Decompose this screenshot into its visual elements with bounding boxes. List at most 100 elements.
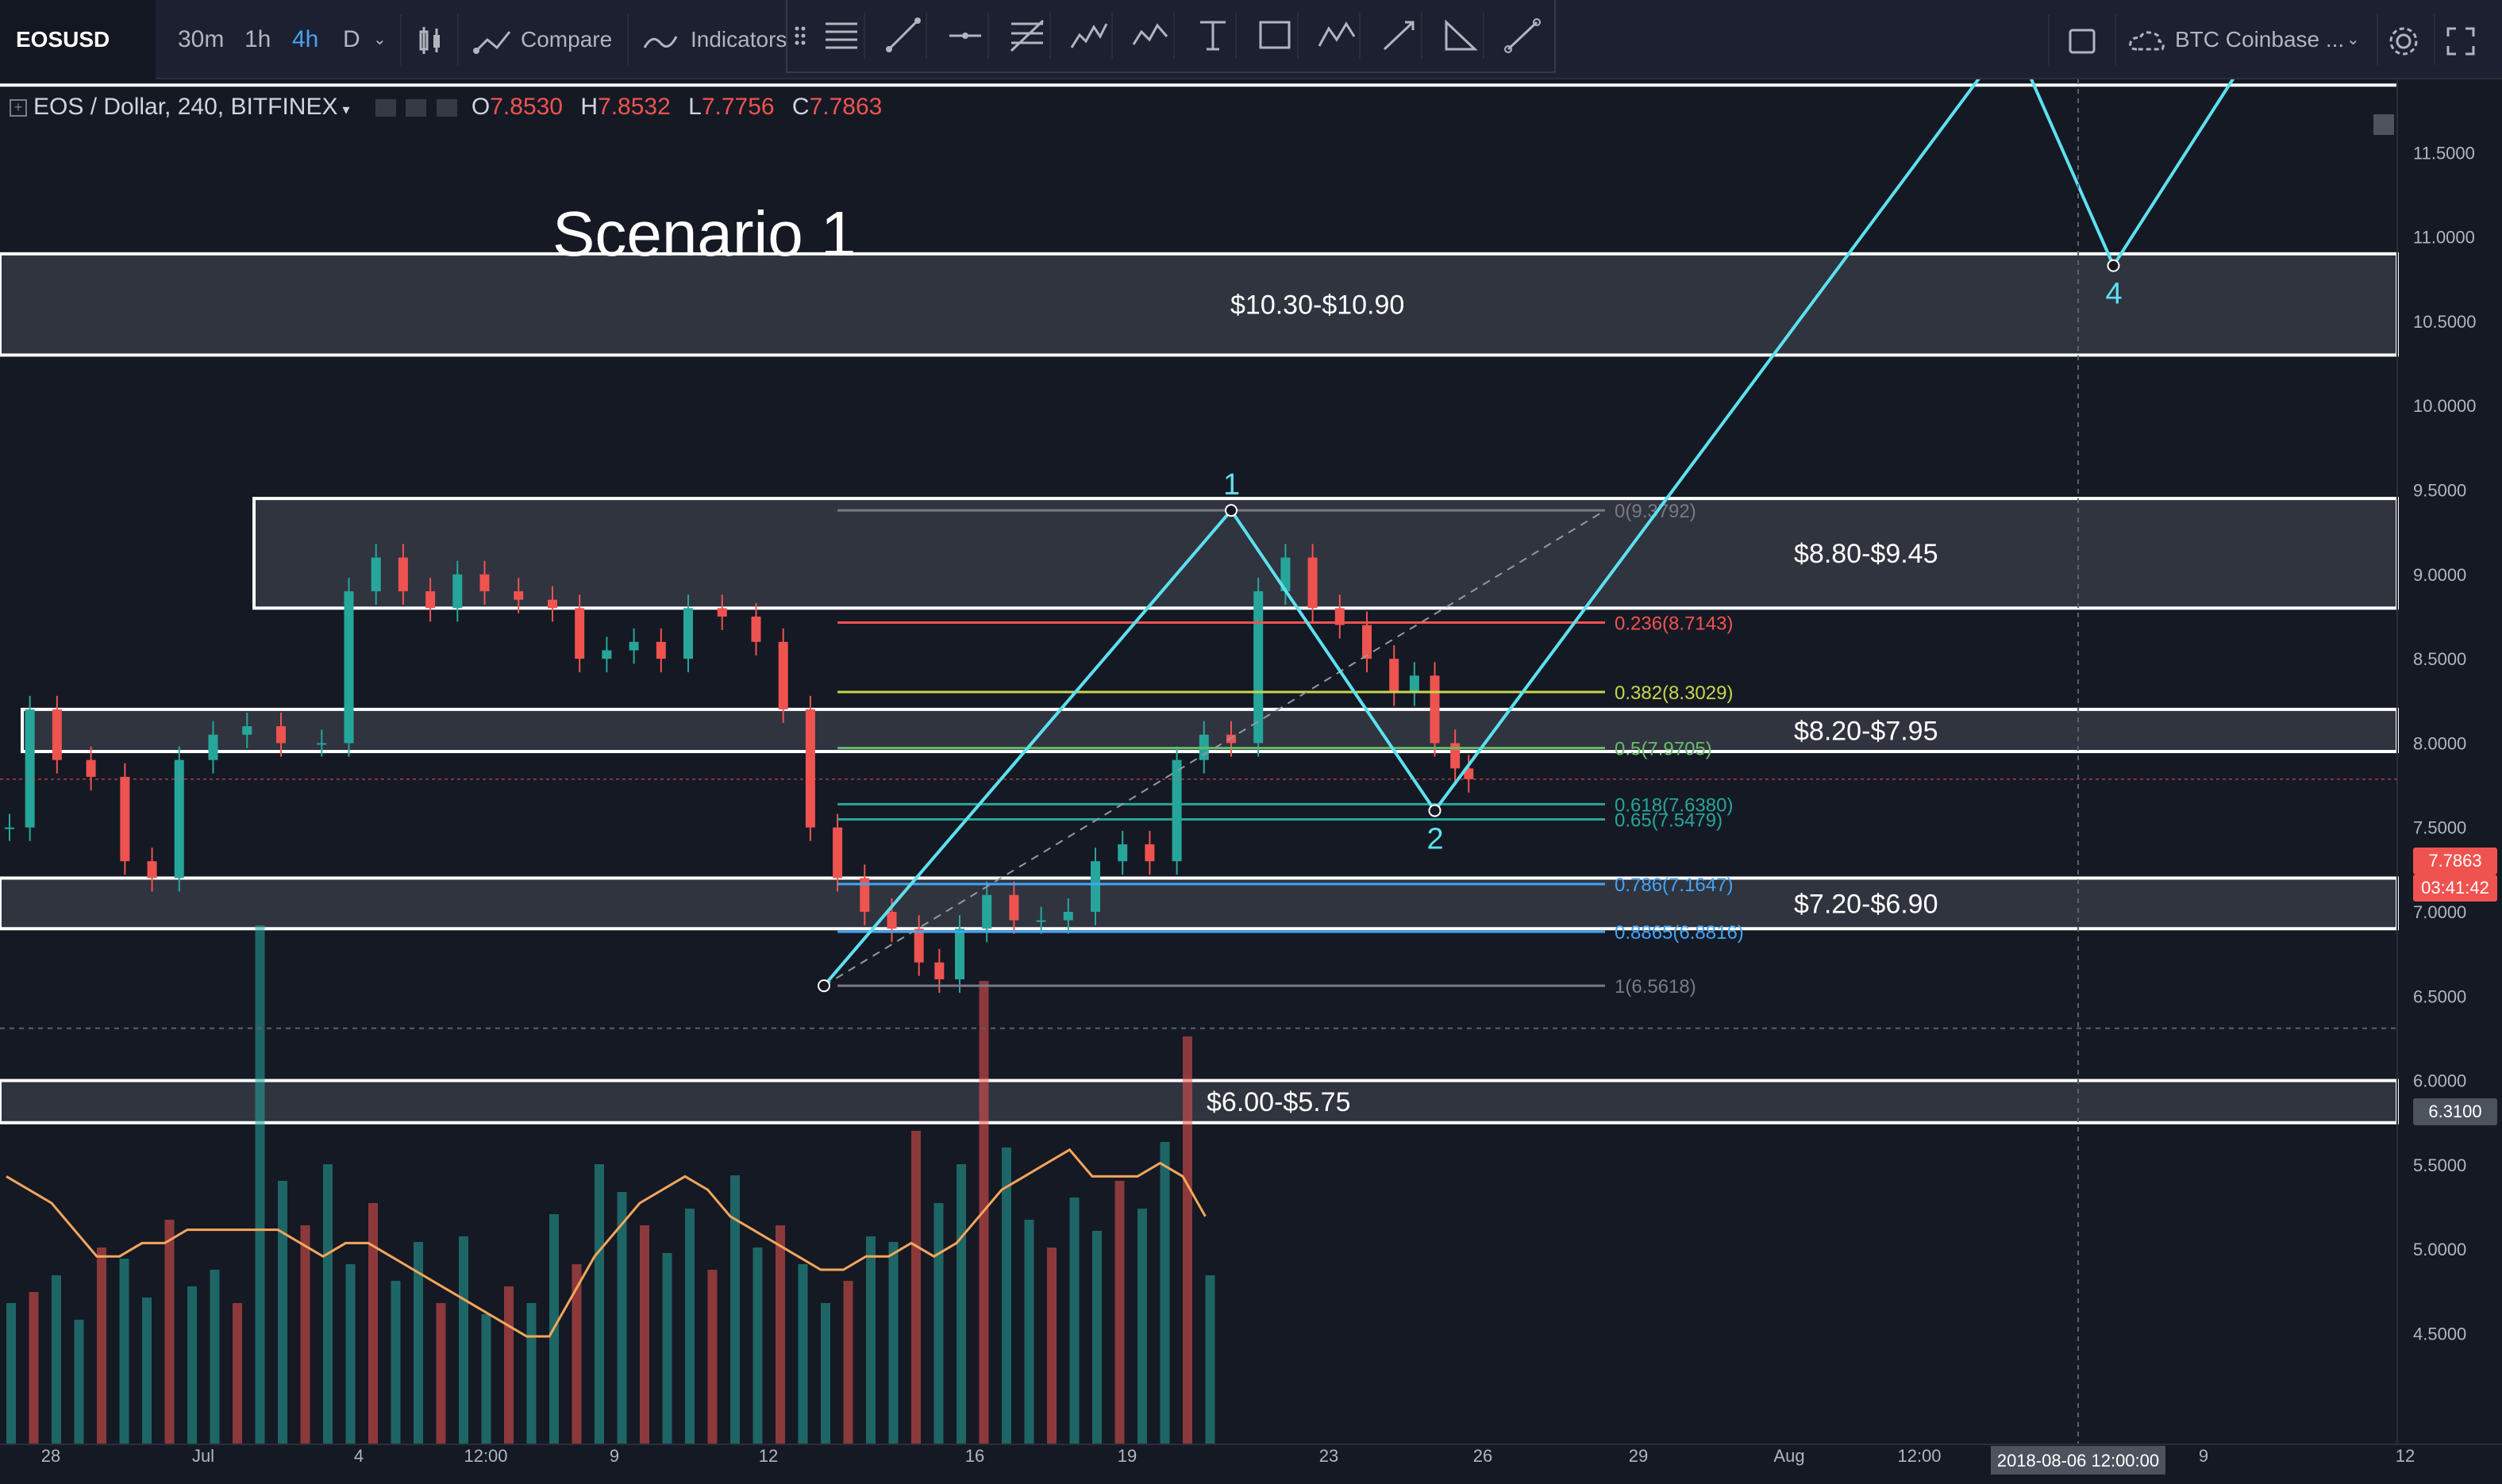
- candle-body: [147, 861, 157, 878]
- wave-label: 4: [2106, 278, 2123, 311]
- symbol-title[interactable]: EOS / Dollar, 240, BITFINEX: [33, 94, 338, 120]
- volume-bar: [821, 1303, 830, 1470]
- data-source-dropdown[interactable]: BTC Coinbase ...: [2175, 27, 2345, 52]
- remove-icon[interactable]: [436, 99, 457, 117]
- candle-type-icon[interactable]: [416, 0, 445, 79]
- horizontal-lines-icon[interactable]: [819, 13, 865, 59]
- pattern-icon[interactable]: [1129, 13, 1175, 59]
- candle-body: [602, 650, 612, 659]
- volume-bar: [1137, 1209, 1147, 1470]
- elliott-wave-icon[interactable]: [1067, 13, 1113, 59]
- close-value: 7.7863: [809, 94, 883, 120]
- abcd-pattern-icon[interactable]: [1315, 13, 1361, 59]
- volume-bar: [1002, 1148, 1011, 1470]
- volume-bar: [187, 1286, 197, 1470]
- wave-point: [1428, 804, 1442, 817]
- candle-body: [1226, 734, 1236, 744]
- compare-button[interactable]: Compare: [521, 27, 613, 52]
- close-label: C: [791, 94, 810, 120]
- volume-bar: [210, 1270, 220, 1470]
- volume-bar: [866, 1236, 876, 1470]
- gear-icon[interactable]: [2386, 0, 2421, 79]
- fib-trend-line: [823, 509, 1606, 987]
- volume-bar: [255, 925, 265, 1470]
- text-tool-icon[interactable]: [1191, 13, 1237, 59]
- forecast-icon[interactable]: [1376, 13, 1422, 59]
- scale-lock-icon: [2373, 114, 2394, 135]
- volume-bar: [142, 1298, 152, 1470]
- candle-body: [751, 616, 761, 642]
- candle-body: [1334, 608, 1345, 625]
- rectangle-tool-icon[interactable]: [1253, 13, 1299, 59]
- candle-body: [1091, 861, 1100, 912]
- timeframe-1h[interactable]: 1h: [244, 26, 271, 52]
- cloud-icon[interactable]: [2127, 0, 2167, 79]
- fib-level-label: 0.786(7.1647): [1615, 875, 1733, 896]
- indicators-icon[interactable]: [643, 0, 678, 79]
- zone-label: $10.30-$10.90: [1230, 290, 1404, 321]
- drag-handle-icon[interactable]: [792, 13, 814, 59]
- chart-canvas[interactable]: $10.30-$10.90 $8.80-$9.45 $8.20-$7.95 $7.20…: [0, 79, 2502, 1484]
- time-tick-label: 29: [1629, 1446, 1648, 1466]
- time-tick-label: 23: [1319, 1446, 1338, 1466]
- trend-line-icon[interactable]: [881, 13, 927, 59]
- volume-bar: [572, 1264, 582, 1470]
- candle-body: [982, 894, 992, 929]
- fullscreen-icon[interactable]: [2445, 0, 2477, 79]
- candle-body: [1145, 844, 1155, 862]
- fib-level-label: 0.236(8.7143): [1615, 613, 1733, 635]
- timeframe-4h[interactable]: 4h: [292, 26, 319, 52]
- volume-bar: [6, 1303, 16, 1470]
- price-tick-label: 11.0000: [2413, 228, 2475, 248]
- candle-body: [1430, 675, 1440, 744]
- volume-bar: [957, 1164, 966, 1470]
- horizontal-ray-icon[interactable]: [943, 13, 989, 59]
- volume-bar: [1092, 1231, 1102, 1470]
- measure-icon[interactable]: [1438, 13, 1484, 59]
- chevron-down-icon[interactable]: ⌄: [2346, 31, 2360, 48]
- indicators-button[interactable]: Indicators: [691, 27, 787, 52]
- timeframe-d[interactable]: D: [343, 26, 360, 52]
- candle-body: [575, 608, 585, 659]
- timeframe-dropdown-icon[interactable]: ⌄: [373, 31, 387, 48]
- collapse-icon[interactable]: +: [10, 99, 27, 117]
- high-value: 7.8532: [598, 94, 671, 120]
- elliott-wave-path: [822, 79, 2235, 987]
- volume-bar: [278, 1181, 287, 1470]
- layout-icon[interactable]: [2067, 0, 2099, 79]
- candle-body: [398, 557, 408, 592]
- candle-body: [514, 591, 524, 600]
- fib-level-label: 0.382(8.3029): [1615, 682, 1733, 704]
- fib-retracement-icon[interactable]: [1005, 13, 1051, 59]
- volume-bar: [233, 1303, 242, 1470]
- wave-point: [818, 979, 830, 993]
- volume-bar: [345, 1264, 356, 1470]
- time-tick-label: 12:00: [1897, 1446, 1941, 1466]
- volume-bar: [391, 1281, 401, 1470]
- time-tick-label: Aug: [1773, 1446, 1804, 1466]
- candle-body: [778, 641, 788, 709]
- wave-point: [2107, 259, 2120, 272]
- fib-level-label: 0.5(7.9705): [1615, 739, 1712, 760]
- time-tick-label: 4: [354, 1446, 364, 1466]
- countdown-tag: 03:41:42: [2413, 875, 2497, 902]
- visibility-icon[interactable]: [375, 99, 396, 117]
- candle-body: [174, 759, 184, 878]
- compare-icon[interactable]: [473, 0, 513, 79]
- dropdown-caret-icon[interactable]: ▾: [342, 102, 350, 117]
- settings-icon[interactable]: [406, 99, 427, 117]
- time-tick-label: 12:00: [464, 1446, 507, 1466]
- price-tick-label: 10.5000: [2413, 312, 2477, 332]
- fib-level-label: 0.618(7.6380): [1615, 794, 1733, 816]
- symbol-search[interactable]: EOSUSD: [0, 0, 156, 79]
- candle-body: [914, 928, 924, 963]
- brush-icon[interactable]: [1500, 13, 1546, 59]
- volume-bar: [776, 1225, 785, 1470]
- time-tick-label: 9: [2199, 1446, 2208, 1466]
- volume-bar: [414, 1242, 423, 1470]
- timeframe-30m[interactable]: 30m: [178, 26, 225, 52]
- candle-body: [717, 608, 727, 617]
- zone-band: [21, 707, 2399, 754]
- scenario-title: Scenario 1: [552, 198, 856, 269]
- crosshair-time-bg: [1991, 1446, 2165, 1474]
